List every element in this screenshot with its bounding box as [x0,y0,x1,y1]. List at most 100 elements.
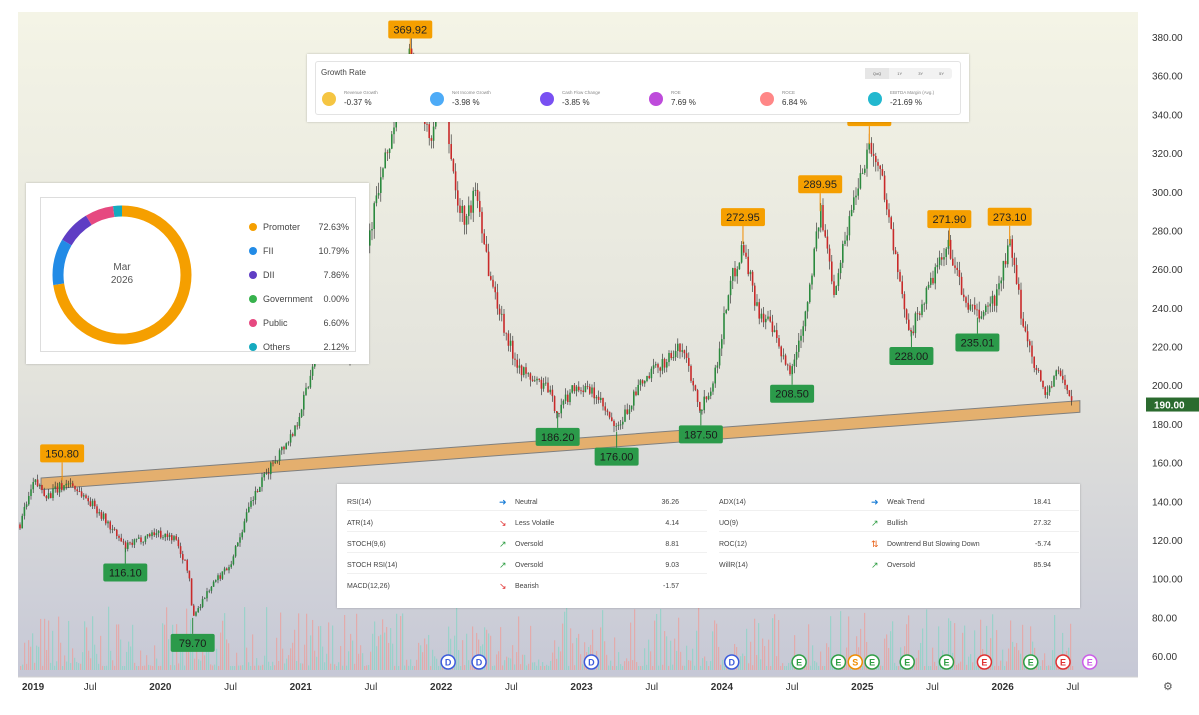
volume-bar [644,648,646,670]
candle-body [608,411,611,418]
volume-bar [64,655,66,670]
candle-body [160,530,162,538]
tab-qoq[interactable]: QoQ [864,68,890,79]
indicator-value: 8.81 [665,541,679,548]
candle-body [996,289,998,306]
time-axis-tick: Jul [645,682,658,693]
volume-bar [564,611,566,670]
candle-body [734,268,736,277]
volume-bar [124,665,126,670]
volume-bar [214,664,216,670]
trend-arrow-icon: ↗ [871,518,879,528]
candle-body [811,275,813,285]
volume-bar [150,665,152,670]
candle-body [149,534,151,537]
event-marker [791,654,807,670]
volume-bar [690,660,692,670]
volume-bar [464,665,466,670]
volume-bar [72,648,74,670]
volume-bar [614,637,616,670]
volume-bar [948,618,950,670]
candle-body [679,343,681,352]
candle-body [32,482,34,490]
volume-bar [720,664,722,670]
candle-body [560,404,562,414]
volume-bar [440,663,442,670]
candle-body [287,442,290,444]
candle-body [179,546,182,555]
volume-bar [86,627,88,670]
volume-bar [646,664,648,670]
candle-body [756,302,758,306]
metric-ebitda-margin: EBITDA Margin (Avg.) -21.69 % [868,90,968,110]
candle-body [232,556,235,565]
volume-bar [682,665,684,670]
volume-bar [62,665,64,670]
volume-bar [866,642,868,670]
candle-body [967,302,969,310]
candle-body [373,203,375,230]
candle-body [1037,369,1040,371]
volume-bar [670,640,672,670]
volume-bar [898,665,900,670]
candle-body [809,284,811,303]
volume-bar [628,661,630,670]
candle-body [1051,386,1053,388]
candle-body [111,528,114,530]
candle-body [628,409,631,414]
candle-body [498,308,501,315]
candle-body [76,489,78,492]
candle-body [157,530,160,534]
indicator-value: -5.74 [1035,541,1051,548]
volume-bar [606,654,608,670]
volume-bar [48,620,50,670]
candle-body [663,359,666,368]
event-marker [847,654,864,670]
volume-bar [990,638,992,670]
price-axis-tick: 140.00 [1152,497,1183,508]
volume-bar [284,663,286,670]
candle-body [765,318,767,323]
candle-body [74,485,76,490]
candle-body [166,533,169,537]
candle-body [793,359,796,367]
candle-body [600,397,602,400]
candle-body [952,258,954,266]
candle-body [485,244,488,252]
candle-body [613,420,615,427]
candle-body [771,321,774,333]
tab-1y[interactable]: 1Y [897,71,903,76]
metric-value: -21.69 % [890,98,923,107]
volume-bar [388,642,390,670]
volume-bar [878,665,880,670]
indicator-signal: Oversold [515,562,544,569]
volume-bar [332,625,334,670]
volume-bar [132,624,134,670]
tab-5y[interactable]: 5Y [939,71,944,76]
candle-body [87,498,89,502]
volume-bar [1070,623,1072,670]
candle-body [930,277,932,285]
row-divider [719,552,1079,553]
indicator-value: 4.14 [665,520,679,527]
candle-body [659,367,661,371]
tab-3y[interactable]: 3Y [918,71,924,76]
candle-body [894,250,897,255]
volume-bar [764,646,766,670]
volume-bar [302,663,304,670]
roce-icon [760,92,774,106]
event-marker-label: E [904,658,910,668]
volume-bar [40,618,42,670]
volume-bar [916,657,918,670]
candle-body [932,277,934,284]
candle-body [54,486,56,489]
volume-bar [1014,646,1016,670]
pivot-low-marker [170,633,215,652]
candle-body [602,397,604,407]
volume-bar [888,648,890,670]
candle-body [80,491,83,497]
candle-body [1024,326,1027,332]
candle-body [85,495,87,499]
candle-body [584,386,587,393]
indicator-signal: Downtrend But Slowing Down [887,541,980,548]
